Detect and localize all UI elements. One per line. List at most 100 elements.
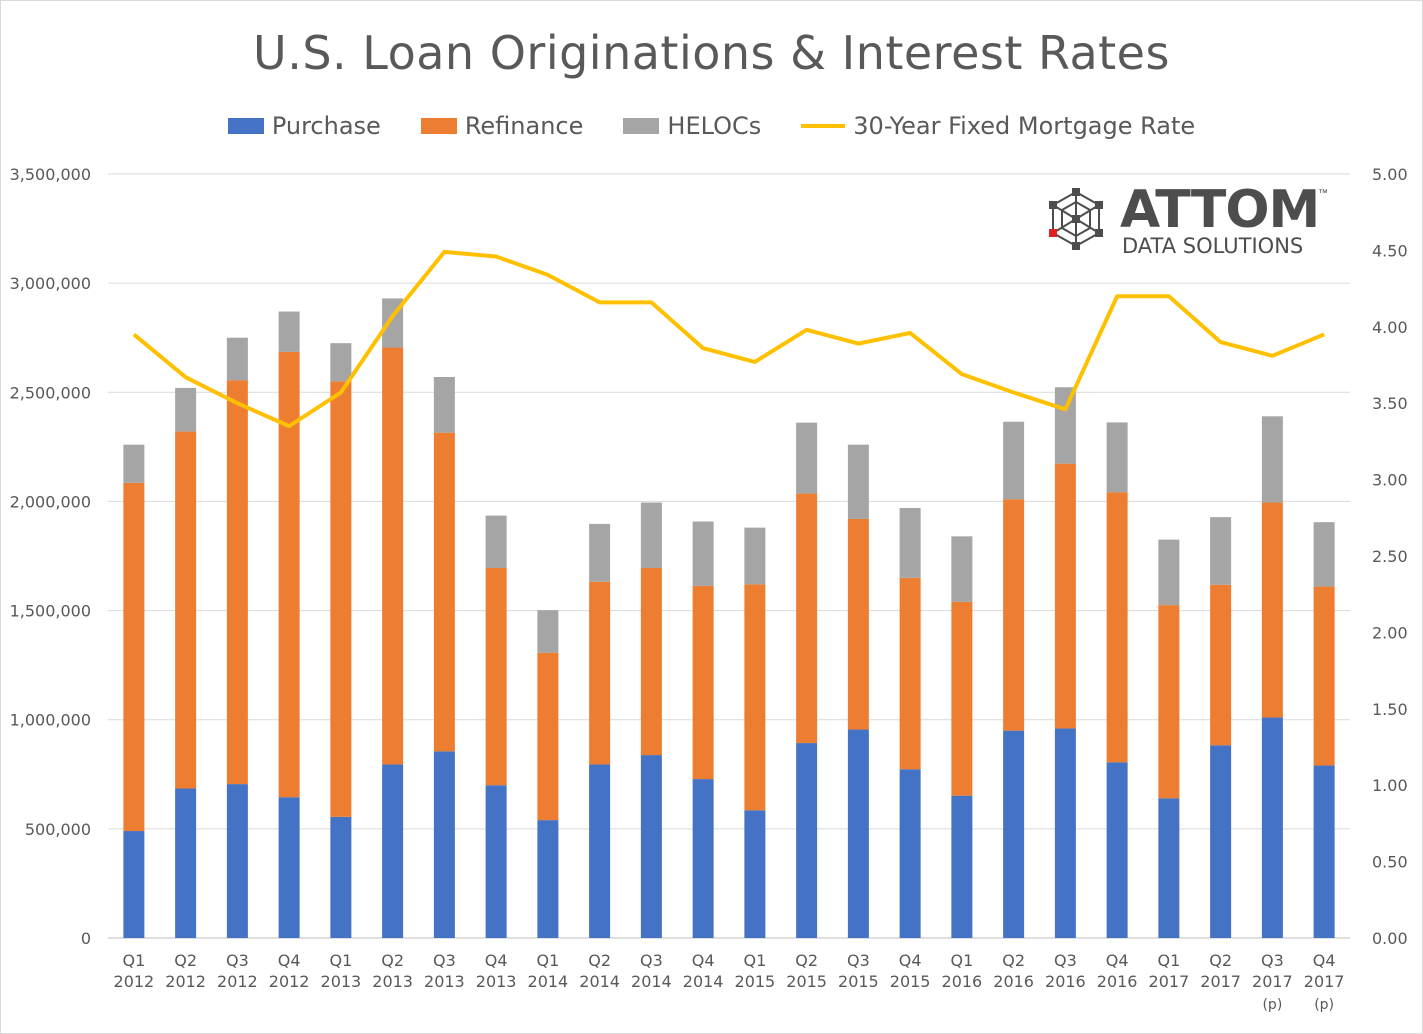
x-tick-label: Q1 2012 xyxy=(114,951,155,991)
bar-purchase xyxy=(537,820,559,938)
bar-refinance xyxy=(123,482,145,832)
x-tick-label: Q4 2014 xyxy=(683,951,724,991)
x-tick-label: Q2 2013 xyxy=(372,951,413,991)
legend-item-rate: 30-Year Fixed Mortgage Rate xyxy=(801,112,1195,140)
x-tick-label: Q3 2014 xyxy=(631,951,672,991)
bar-refinance xyxy=(1210,584,1232,746)
legend-swatch-rate xyxy=(801,124,846,128)
bar-helocs xyxy=(640,502,662,569)
x-tick-label: Q4 2017 (p) xyxy=(1304,951,1345,1013)
y-axis-left: 0 500,000 1,000,000 1,500,000 2,000,000 2,500… xyxy=(10,165,91,948)
y-right-tick-label: 0.50 xyxy=(1372,853,1408,872)
bar-refinance xyxy=(1106,492,1128,763)
bar-refinance xyxy=(433,432,455,752)
attom-logo-subtitle: DATA SOLUTIONS xyxy=(1122,234,1304,258)
bar-helocs xyxy=(433,377,455,433)
bars xyxy=(123,298,1335,938)
bar-purchase xyxy=(485,785,507,938)
x-tick-label: Q1 2017 xyxy=(1149,951,1190,991)
x-tick-label: Q3 2015 xyxy=(838,951,879,991)
bar-purchase xyxy=(433,751,455,938)
x-tick-label: Q4 2012 xyxy=(269,951,310,991)
x-tick-label: Q3 2012 xyxy=(217,951,258,991)
bar-purchase xyxy=(1003,730,1025,938)
bar-purchase xyxy=(744,810,766,938)
y-left-tick-label: 2,000,000 xyxy=(10,492,91,511)
bar-refinance xyxy=(1158,605,1180,799)
bar-purchase xyxy=(1158,798,1180,938)
bar-purchase xyxy=(847,729,869,938)
bar-refinance xyxy=(951,601,973,796)
bar-helocs xyxy=(1313,522,1335,587)
bar-refinance xyxy=(1261,502,1283,718)
legend-item-helocs: HELOCs xyxy=(623,112,761,140)
bar-helocs xyxy=(175,387,197,432)
bar-purchase xyxy=(951,795,973,938)
y-left-tick-label: 2,500,000 xyxy=(10,383,91,402)
bar-refinance xyxy=(899,577,921,770)
y-left-tick-label: 1,500,000 xyxy=(10,602,91,621)
bar-helocs xyxy=(796,422,818,494)
bar-helocs xyxy=(1054,387,1076,464)
bar-purchase xyxy=(1106,762,1128,938)
bar-purchase xyxy=(330,816,352,938)
y-right-tick-label: 5.00 xyxy=(1372,165,1408,184)
x-tick-label: Q2 2012 xyxy=(165,951,206,991)
x-tick-label: Q4 2015 xyxy=(890,951,931,991)
bar-helocs xyxy=(951,536,973,602)
bar-purchase xyxy=(278,797,300,938)
bar-helocs xyxy=(744,527,766,585)
attom-logo-tm: ™ xyxy=(1318,188,1328,199)
bar-refinance xyxy=(847,518,869,730)
bar-helocs xyxy=(589,523,611,582)
y-right-tick-label: 3.50 xyxy=(1372,394,1408,413)
bar-purchase xyxy=(123,831,145,938)
legend: Purchase Refinance HELOCs 30-Year Fixed … xyxy=(0,112,1423,140)
x-tick-label: Q4 2013 xyxy=(476,951,517,991)
bar-helocs xyxy=(1106,422,1128,493)
attom-logo: ATTOM ™ DATA SOLUTIONS xyxy=(1046,180,1336,262)
y-axis-right: 0.00 0.50 1.00 1.50 2.00 2.50 3.00 3.50 4.00 4.50… xyxy=(1372,165,1408,948)
bar-purchase xyxy=(692,779,714,938)
bar-helocs xyxy=(1003,421,1025,500)
y-left-tick-label: 3,000,000 xyxy=(10,274,91,293)
rate-line xyxy=(132,249,1325,429)
legend-item-purchase: Purchase xyxy=(227,112,381,140)
bar-purchase xyxy=(1054,728,1076,938)
x-tick-label: Q1 2014 xyxy=(528,951,569,991)
legend-swatch-helocs xyxy=(623,118,660,134)
bar-purchase xyxy=(226,784,248,938)
rate-line-path xyxy=(132,249,1325,429)
bar-purchase xyxy=(1313,765,1335,938)
bar-purchase xyxy=(175,788,197,938)
bar-refinance xyxy=(330,381,352,817)
legend-label-rate: 30-Year Fixed Mortgage Rate xyxy=(853,112,1196,140)
attom-logo-mark-icon xyxy=(1049,188,1103,250)
bar-refinance xyxy=(226,380,248,785)
bar-helocs xyxy=(226,337,248,381)
y-left-tick-label: 0 xyxy=(81,929,91,948)
y-right-tick-label: 1.00 xyxy=(1372,776,1408,795)
bar-helocs xyxy=(692,521,714,586)
y-right-tick-label: 2.50 xyxy=(1372,547,1408,566)
bar-refinance xyxy=(1003,499,1025,731)
y-left-tick-label: 500,000 xyxy=(25,820,91,839)
bar-purchase xyxy=(899,769,921,938)
x-tick-label: Q2 2016 xyxy=(993,951,1034,991)
bar-refinance xyxy=(640,568,662,756)
bar-purchase xyxy=(1210,745,1232,938)
bar-refinance xyxy=(796,493,818,744)
bar-purchase xyxy=(1261,717,1283,938)
legend-swatch-refinance xyxy=(420,118,457,134)
bar-refinance xyxy=(537,652,559,821)
legend-label-helocs: HELOCs xyxy=(667,112,762,140)
bar-refinance xyxy=(744,584,766,811)
bar-refinance xyxy=(485,568,507,786)
bar-helocs xyxy=(485,515,507,569)
bar-refinance xyxy=(382,347,404,765)
x-tick-label: Q2 2015 xyxy=(786,951,827,991)
bar-helocs xyxy=(537,610,559,653)
bar-purchase xyxy=(640,755,662,938)
chart-title: U.S. Loan Originations & Interest Rates xyxy=(253,26,1170,80)
